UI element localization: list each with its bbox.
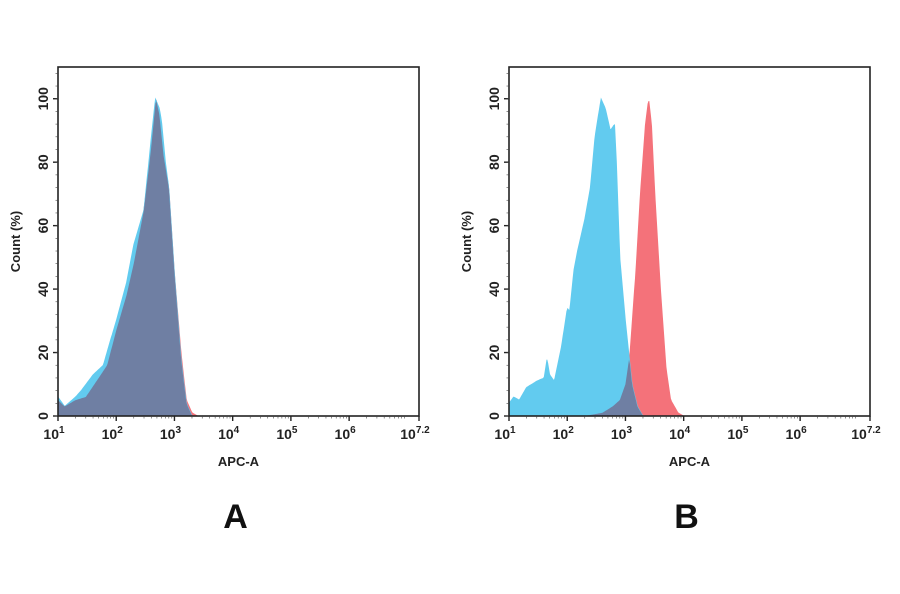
panel-a: 0 20 40 60 80 100 101 102 103 104 105 106 107.2 APC-A… [8,66,430,536]
x-tick-label: 104 [669,425,691,442]
x-tick-label: 107.2 [400,425,430,442]
x-axis-label: APC-A [669,454,711,469]
y-axis-label: Count (%) [8,211,23,272]
y-tick-label: 60 [486,218,502,234]
x-tick-label: 106 [335,425,357,442]
y-tick-label: 0 [35,412,51,420]
x-tick-label: 106 [786,425,808,442]
y-tick-label: 80 [35,154,51,170]
x-tick-label: 102 [102,425,124,442]
y-axis-label: Count (%) [459,211,474,272]
x-tick-label: 105 [727,425,749,442]
y-tick-label: 0 [486,412,502,420]
x-tick-label: 107.2 [851,425,881,442]
control-histogram-b [508,97,870,417]
y-tick-label: 20 [486,345,502,361]
x-tick-label: 103 [611,425,633,442]
x-axis-label: APC-A [218,454,260,469]
y-tick-label: 100 [486,87,502,111]
plot-frame [57,66,420,417]
y-tick-label: 60 [35,218,51,234]
x-tick-label: 103 [160,425,182,442]
x-tick-label: 104 [218,425,240,442]
y-tick-label: 40 [486,281,502,297]
x-tick-label: 102 [553,425,575,442]
panel-label: B [674,498,699,536]
plot-frame [508,66,871,417]
x-tick-label: 101 [43,425,65,442]
overlap-region-a [58,101,419,416]
y-tick-label: 100 [35,87,51,111]
y-tick-label: 20 [35,345,51,361]
y-tick-label: 40 [35,281,51,297]
x-tick-label: 101 [494,425,516,442]
panel-b: 0 20 40 60 80 100 101 102 103 104 105 106 107.2 APC-A… [459,66,881,536]
y-tick-label: 80 [486,154,502,170]
x-tick-label: 105 [276,425,298,442]
panel-label: A [223,498,248,536]
